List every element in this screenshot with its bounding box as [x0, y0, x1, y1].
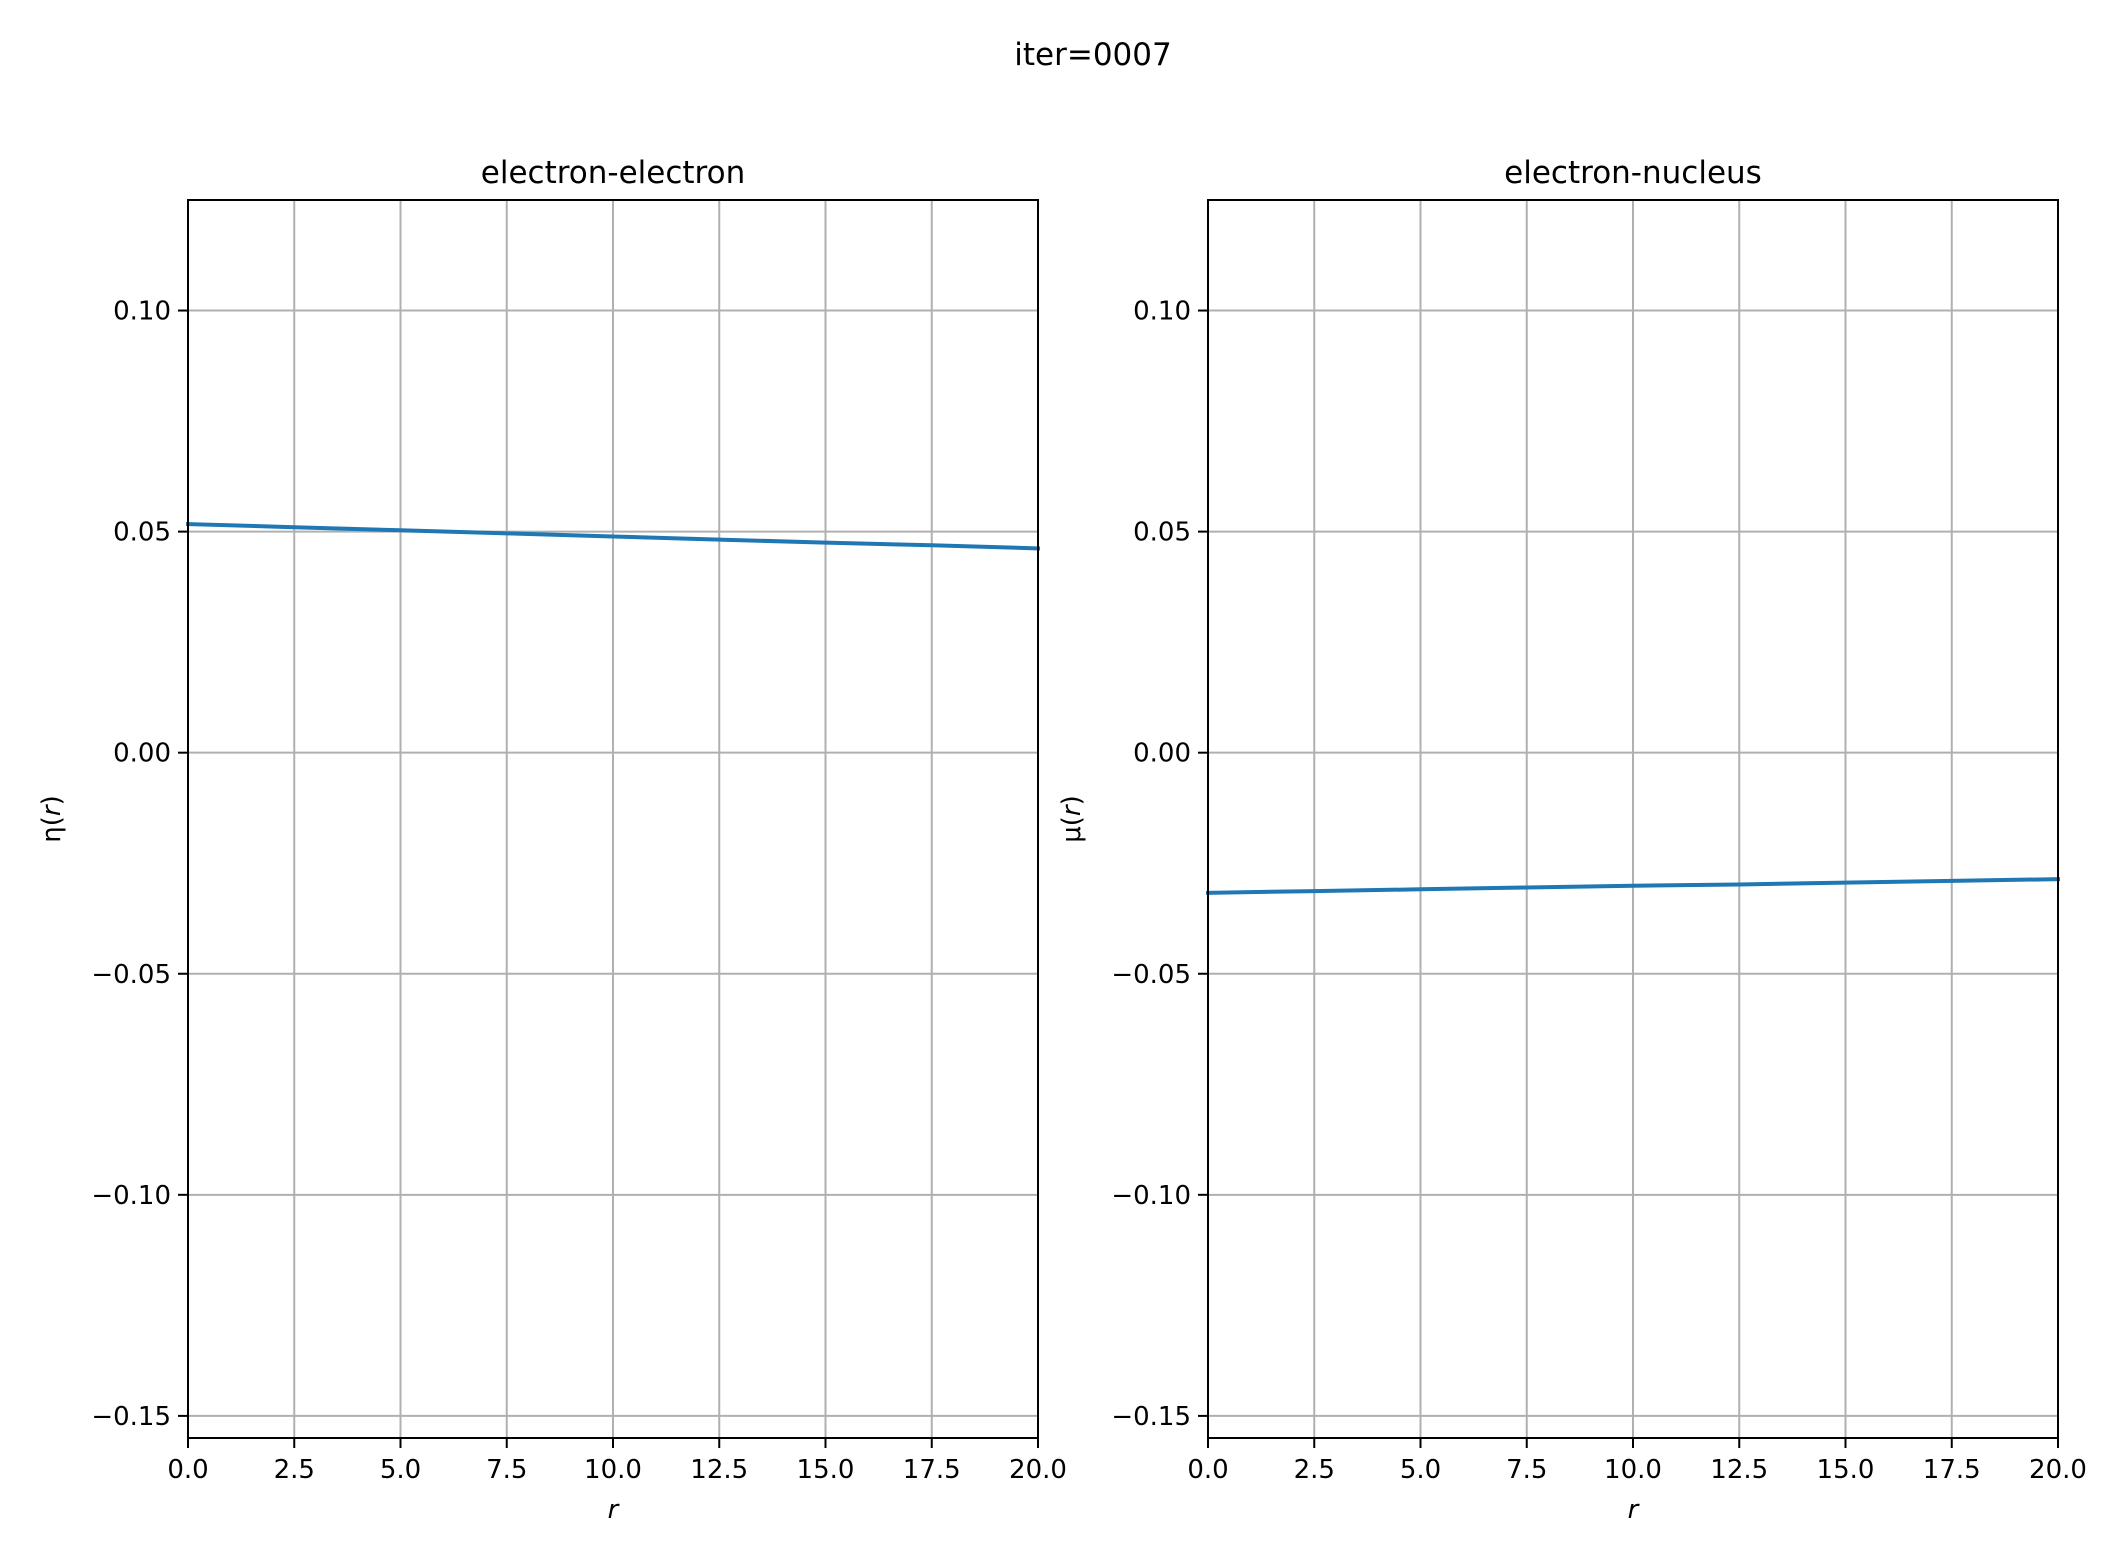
y-tick-label: −0.05	[1111, 960, 1191, 990]
x-tick-label: 7.5	[486, 1455, 527, 1485]
y-tick-label: 0.00	[1133, 739, 1191, 769]
figure-title: iter=0007	[1014, 37, 1171, 73]
x-axis-label: r	[1628, 1495, 1641, 1525]
panel-2: 0.0 2.5 5.0 7.5 10.0 12.5 15.0 17.5 20.0 0.10 0.05…	[1057, 155, 2087, 1525]
y-tick-label: −0.10	[1111, 1181, 1191, 1211]
x-tick-label: 12.5	[1710, 1455, 1768, 1485]
panel-1: 0.0 2.5 5.0 7.5 10.0 12.5 15.0 17.5 20.0 0.10 0.05…	[37, 155, 1067, 1525]
series-line-1	[1205, 877, 2061, 895]
x-tick-label: 7.5	[1506, 1455, 1547, 1485]
panel-title: electron-nucleus	[1504, 155, 1762, 191]
y-axis-label: μ(r)	[1057, 795, 1087, 843]
x-tick-label: 12.5	[690, 1455, 748, 1485]
x-tick-label: 17.5	[1923, 1455, 1981, 1485]
x-tick-label: 10.0	[1604, 1455, 1662, 1485]
y-tick-label: −0.10	[91, 1181, 171, 1211]
x-tick-label: 10.0	[584, 1455, 642, 1485]
x-tick-label: 15.0	[1817, 1455, 1875, 1485]
x-tick-label: 0.0	[1187, 1455, 1228, 1485]
y-tick-label: 0.05	[113, 518, 171, 548]
x-axis-label: r	[608, 1495, 621, 1525]
x-tick-label: 17.5	[903, 1455, 961, 1485]
y-tick-label: 0.00	[113, 739, 171, 769]
y-tick-label: 0.10	[113, 297, 171, 327]
y-axis-label: η(r)	[37, 795, 67, 842]
y-tick-label: −0.05	[91, 960, 171, 990]
y-tick-label: −0.15	[91, 1402, 171, 1432]
y-tick-label: 0.10	[1133, 297, 1191, 327]
x-tick-label: 2.5	[1294, 1455, 1335, 1485]
y-tick-label: −0.15	[1111, 1402, 1191, 1432]
x-tick-label: 20.0	[2029, 1455, 2087, 1485]
y-tick-label: 0.05	[1133, 518, 1191, 548]
x-tick-label: 0.0	[167, 1455, 208, 1485]
x-tick-label: 5.0	[380, 1455, 421, 1485]
panels: 0.0 2.5 5.0 7.5 10.0 12.5 15.0 17.5 20.00.100.05…	[37, 155, 2087, 1525]
x-tick-label: 20.0	[1009, 1455, 1067, 1485]
panel-title: electron-electron	[481, 155, 745, 191]
x-tick-label: 15.0	[797, 1455, 855, 1485]
series-line-1	[185, 522, 1041, 551]
x-tick-label: 2.5	[274, 1455, 315, 1485]
x-tick-label: 5.0	[1400, 1455, 1441, 1485]
